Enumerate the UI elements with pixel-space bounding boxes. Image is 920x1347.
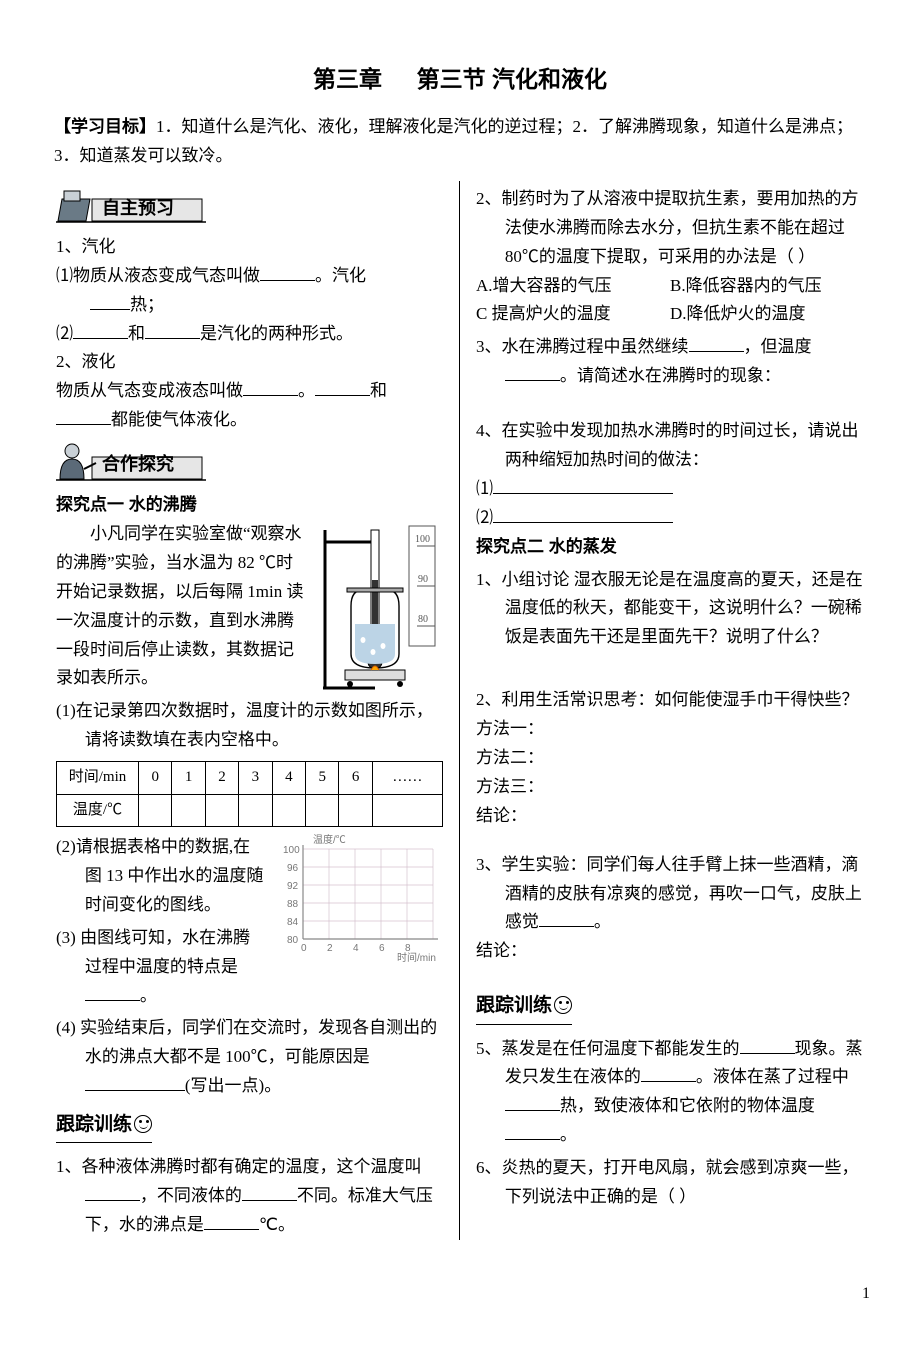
explore2-heading: 探究点二 水的蒸发 <box>476 537 617 556</box>
blank[interactable] <box>204 1212 259 1231</box>
explore-banner: 合作探究 <box>56 441 443 487</box>
page-number: 1 <box>50 1280 870 1307</box>
method2: 方法二： <box>476 744 864 773</box>
svg-text:80: 80 <box>287 935 299 946</box>
tracking-heading-left: 跟踪训练 <box>56 1109 152 1143</box>
svg-text:96: 96 <box>287 863 299 874</box>
svg-text:80: 80 <box>418 614 428 625</box>
option-b[interactable]: B.降低容器内的气压 <box>670 272 864 301</box>
blank[interactable] <box>315 378 370 397</box>
boiling-apparatus-diagram: 100 90 80 <box>315 520 443 690</box>
svg-text:92: 92 <box>287 881 299 892</box>
vap-line1b: 热； <box>56 291 443 320</box>
vap-line2: ⑵和是汽化的两种形式。 <box>56 320 443 349</box>
svg-text:0: 0 <box>301 943 307 954</box>
blank[interactable] <box>85 982 140 1001</box>
left-column: 自主预习 1、汽化 ⑴物质从液态变成气态叫做。汽化 热； ⑵和是汽化的两种形式。… <box>50 181 460 1240</box>
graph-grid: 温度/℃ 1009692888480 02468 时间/min <box>273 833 443 963</box>
table-row: 温度/℃ <box>57 794 443 827</box>
vap-line1: ⑴物质从液态变成气态叫做。汽化 <box>56 262 443 291</box>
q4-line2: ⑵ <box>476 504 864 533</box>
goals-text: 1．知道什么是汽化、液化，理解液化是汽化的逆过程；2．了解沸腾现象，知道什么是沸… <box>54 117 853 165</box>
q-1-1: (1)在记录第四次数据时，温度计的示数如图所示，请将读数填在表内空格中。 <box>56 697 443 755</box>
svg-text:4: 4 <box>353 943 359 954</box>
method1: 方法一： <box>476 715 864 744</box>
blank[interactable] <box>493 475 673 494</box>
q-1-4: (4) 实验结束后，同学们在交流时，发现各自测出的水的沸点大都不是 100℃，可… <box>56 1014 443 1101</box>
blank[interactable] <box>85 1073 185 1092</box>
blank[interactable] <box>505 1122 560 1141</box>
blank[interactable] <box>242 1183 297 1202</box>
data-table: 时间/min 0 1 2 3 4 5 6 …… 温度/℃ <box>56 761 443 827</box>
r-q1: 1、小组讨论 湿衣服无论是在温度高的夏天，还是在温度低的秋天，都能变干，这说明什… <box>476 566 864 653</box>
r-q2: 2、利用生活常识思考：如何能使湿手巾干得快些？ <box>476 686 864 715</box>
right-column: 2、制药时为了从溶液中提取抗生素，要用加热的方法使水沸腾而除去水分，但抗生素不能… <box>460 181 870 1240</box>
blank[interactable] <box>145 320 200 339</box>
liq-line1: 物质从气态变成液态叫做。和 <box>56 377 443 406</box>
q2-options: A.增大容器的气压 B.降低容器内的气压 C 提高炉火的温度 D.降低炉火的温度 <box>476 272 864 330</box>
preview-banner: 自主预习 <box>56 187 443 229</box>
conclusion2: 结论： <box>476 937 864 966</box>
explore1-heading: 探究点一 水的沸腾 <box>56 495 197 514</box>
svg-text:6: 6 <box>379 943 385 954</box>
page-title: 第三章 第三节 汽化和液化 <box>50 60 870 99</box>
explore-banner-text: 合作探究 <box>102 449 174 480</box>
tracking-heading-right: 跟踪训练 <box>476 990 572 1024</box>
blank[interactable] <box>641 1064 696 1083</box>
svg-text:时间/min: 时间/min <box>397 951 436 963</box>
goals-label: 【学习目标】 <box>54 117 156 136</box>
svg-text:90: 90 <box>418 574 428 585</box>
two-column-layout: 自主预习 1、汽化 ⑴物质从液态变成气态叫做。汽化 热； ⑵和是汽化的两种形式。… <box>50 181 870 1240</box>
svg-text:84: 84 <box>287 917 299 928</box>
svg-text:2: 2 <box>327 943 333 954</box>
blank[interactable] <box>740 1035 795 1054</box>
option-d[interactable]: D.降低炉火的温度 <box>670 300 864 329</box>
conclusion1: 结论： <box>476 802 864 831</box>
method3: 方法三： <box>476 773 864 802</box>
smiley-icon <box>134 1115 152 1133</box>
liq-line2: 都能使气体液化。 <box>56 406 443 435</box>
blank[interactable] <box>90 291 130 310</box>
track-q5: 5、蒸发是在任何温度下都能发生的现象。蒸发只发生在液体的。液体在蒸了过程中热，致… <box>476 1035 864 1151</box>
svg-text:温度/℃: 温度/℃ <box>313 833 346 846</box>
svg-text:88: 88 <box>287 899 299 910</box>
blank[interactable] <box>85 1183 140 1202</box>
blank[interactable] <box>689 334 744 353</box>
track-q6: 6、炎热的夏天，打开电风扇，就会感到凉爽一些，下列说法中正确的是（ ） <box>476 1154 864 1212</box>
preview-banner-text: 自主预习 <box>102 193 174 224</box>
blank[interactable] <box>505 1093 560 1112</box>
learning-goals: 【学习目标】1．知道什么是汽化、液化，理解液化是汽化的逆过程；2．了解沸腾现象，… <box>50 113 870 171</box>
track-q4: 4、在实验中发现加热水沸腾时的时间过长，请说出两种缩短加热时间的做法： <box>476 417 864 475</box>
track-q2: 2、制药时为了从溶液中提取抗生素，要用加热的方法使水沸腾而除去水分，但抗生素不能… <box>476 185 864 272</box>
blank[interactable] <box>73 320 128 339</box>
h-liquefy: 2、液化 <box>56 348 443 377</box>
track-q3: 3、水在沸腾过程中虽然继续，但温度。请简述水在沸腾时的现象： <box>476 333 864 391</box>
blank[interactable] <box>243 378 298 397</box>
q4-line1: ⑴ <box>476 475 864 504</box>
blank[interactable] <box>260 262 315 281</box>
svg-text:100: 100 <box>415 534 430 545</box>
blank[interactable] <box>493 504 673 523</box>
blank[interactable] <box>505 363 560 382</box>
smiley-icon <box>554 996 572 1014</box>
table-row: 时间/min 0 1 2 3 4 5 6 …… <box>57 762 443 795</box>
h-vaporize: 1、汽化 <box>56 233 443 262</box>
section-label: 第三节 汽化和液化 <box>417 60 607 99</box>
option-a[interactable]: A.增大容器的气压 <box>476 272 670 301</box>
option-c[interactable]: C 提高炉火的温度 <box>476 300 670 329</box>
blank[interactable] <box>56 407 111 426</box>
track-q1: 1、各种液体沸腾时都有确定的温度，这个温度叫，不同液体的不同。标准大气压下，水的… <box>56 1153 443 1240</box>
blank[interactable] <box>539 909 594 928</box>
svg-text:100: 100 <box>283 845 300 856</box>
chapter-label: 第三章 <box>313 60 382 99</box>
r-q3: 3、学生实验：同学们每人往手臂上抹一些酒精，滴酒精的皮肤有凉爽的感觉，再吹一口气… <box>476 851 864 938</box>
